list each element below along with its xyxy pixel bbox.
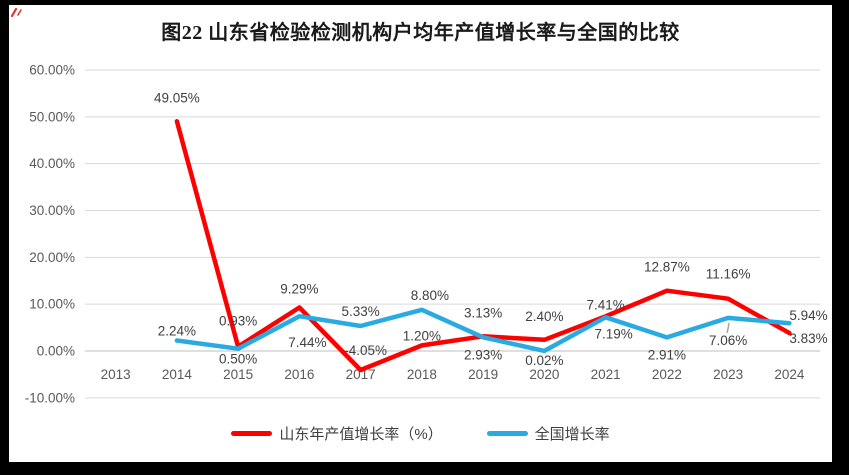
x-tick-label: 2021 — [591, 367, 621, 382]
red-pen-mark — [10, 7, 22, 18]
data-label: 5.33% — [341, 304, 379, 319]
x-tick-label: 2018 — [407, 367, 437, 382]
x-tick-label: 2015 — [223, 367, 253, 382]
x-tick-label: 2022 — [652, 367, 682, 382]
data-label: 7.41% — [586, 297, 624, 312]
data-label: 3.13% — [464, 305, 502, 320]
line-chart-plot: 60.00% 50.00% 40.00% 30.00% 20.00% 10.00% 0.00… — [25, 63, 828, 406]
data-label: 0.50% — [219, 352, 257, 367]
data-label: -4.05% — [344, 343, 387, 358]
data-label: 0.02% — [525, 353, 563, 368]
x-tick-label: 2019 — [468, 367, 498, 382]
y-tick-label: 40.00% — [29, 156, 75, 171]
series-line-national — [174, 307, 792, 354]
y-tick-label: 30.00% — [29, 203, 75, 218]
legend-item-shandong: 山东年产值增长率（%） — [231, 423, 443, 444]
data-label: 11.16% — [706, 267, 751, 282]
data-label: 12.87% — [644, 260, 690, 275]
x-tick-label: 2014 — [162, 367, 193, 382]
y-tick-label: -10.00% — [25, 390, 75, 405]
data-label: 7.06% — [709, 333, 747, 348]
data-label: 5.94% — [789, 308, 827, 323]
legend-swatch-national-icon — [486, 431, 528, 436]
x-tick-label: 2016 — [284, 367, 314, 382]
chart-title: 图22 山东省检验检测机构户均年产值增长率与全国的比较 — [161, 22, 680, 44]
data-label: 0.93% — [219, 314, 257, 329]
chart-canvas: 图22 山东省检验检测机构户均年产值增长率与全国的比较 60.00% 50.00%… — [9, 5, 832, 462]
x-tick-label: 2023 — [713, 367, 743, 382]
x-tick-label: 2020 — [529, 367, 559, 382]
data-label: 7.44% — [288, 335, 326, 350]
data-label: 2.91% — [648, 347, 686, 362]
legend-label-national: 全国增长率 — [534, 426, 610, 443]
data-label: 49.05% — [154, 90, 200, 105]
label-leader-line — [726, 322, 730, 334]
data-label: 3.83% — [789, 331, 827, 346]
x-tick-label: 2013 — [101, 367, 131, 382]
y-tick-label: 60.00% — [29, 63, 75, 78]
data-label: 1.20% — [403, 328, 441, 343]
data-label: 2.24% — [158, 324, 196, 339]
legend-item-national: 全国增长率 — [486, 423, 610, 444]
data-label: 2.40% — [525, 309, 563, 324]
y-tick-label: 10.00% — [29, 297, 75, 312]
data-label: 7.19% — [594, 326, 632, 341]
y-tick-label: 20.00% — [29, 250, 75, 265]
data-label: 9.29% — [280, 281, 318, 296]
data-label: 2.93% — [464, 347, 502, 362]
data-label: 8.80% — [411, 288, 449, 303]
legend-swatch-shandong-icon — [231, 431, 273, 436]
chart-legend: 山东年产值增长率（%） 全国增长率 — [9, 423, 832, 444]
legend-label-shandong: 山东年产值增长率（%） — [279, 426, 443, 443]
x-tick-label: 2024 — [774, 367, 805, 382]
y-tick-label: 0.00% — [37, 344, 75, 359]
x-tick-label: 2017 — [346, 367, 376, 382]
y-tick-label: 50.00% — [29, 109, 75, 124]
